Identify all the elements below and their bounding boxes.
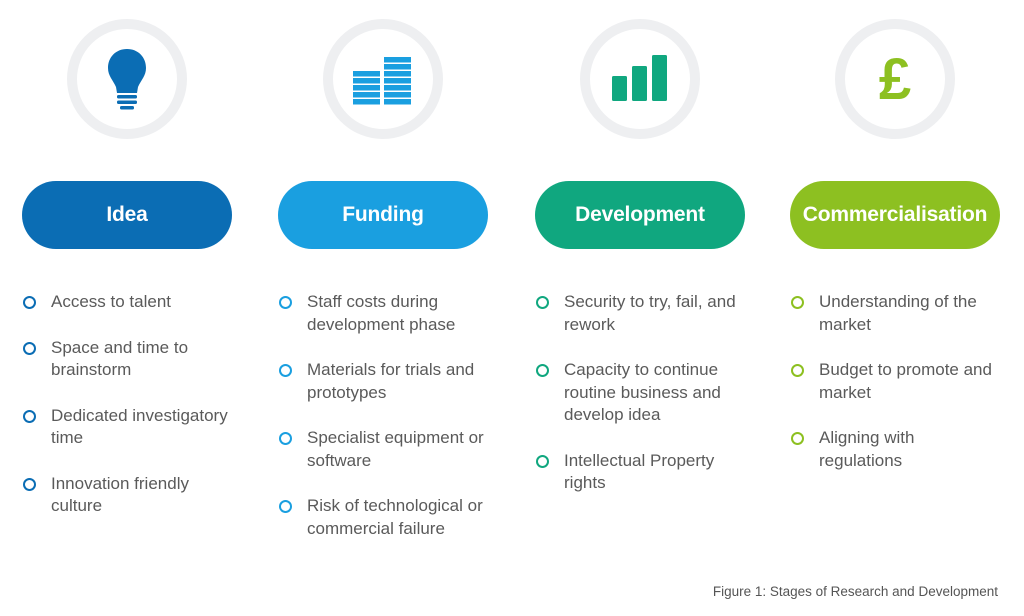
bullet-circle-icon xyxy=(279,296,292,309)
stage-items: Understanding of the market Budget to pro… xyxy=(790,291,1000,495)
icon-ring: £ xyxy=(835,19,955,139)
bullet-circle-icon xyxy=(23,477,36,491)
bullet-circle-icon xyxy=(23,409,36,423)
bullet-circle-icon xyxy=(279,432,292,445)
bar-chart-icon xyxy=(612,54,668,104)
list-item: Innovation friendly culture xyxy=(22,473,232,518)
list-item: Aligning with regulations xyxy=(790,427,1000,472)
stage-items: Staff costs during development phase Mate… xyxy=(278,291,488,563)
bullet-circle-icon xyxy=(279,364,292,377)
stacked-coins-icon xyxy=(353,53,413,105)
list-item: Specialist equipment or software xyxy=(278,427,488,472)
list-item: Space and time to brainstorm xyxy=(22,337,232,382)
bullet-circle-icon xyxy=(23,341,36,355)
list-item: Risk of technological or commercial fail… xyxy=(278,495,488,540)
list-item: Intellectual Property rights xyxy=(535,450,745,495)
icon-ring xyxy=(580,19,700,139)
list-item: Materials for trials and prototypes xyxy=(278,359,488,404)
bullet-circle-icon xyxy=(23,296,36,309)
bullet-circle-icon xyxy=(536,296,549,309)
list-item: Budget to promote and market xyxy=(790,359,1000,404)
figure-caption: Figure 1: Stages of Research and Develop… xyxy=(712,584,998,599)
stage-label: Commercialisation xyxy=(790,181,1000,249)
list-item: Staff costs during development phase xyxy=(278,291,488,336)
icon-ring xyxy=(323,19,443,139)
list-item: Understanding of the market xyxy=(790,291,1000,336)
stage-items: Security to try, fail, and rework Capacit… xyxy=(535,291,745,518)
stage-label: Development xyxy=(535,181,745,249)
bullet-circle-icon xyxy=(279,500,292,513)
pound-icon: £ xyxy=(878,46,912,112)
list-item: Security to try, fail, and rework xyxy=(535,291,745,336)
bullet-circle-icon xyxy=(536,364,549,377)
bullet-circle-icon xyxy=(791,432,804,445)
bullet-circle-icon xyxy=(536,454,549,468)
stage-label: Idea xyxy=(22,181,232,249)
bullet-circle-icon xyxy=(791,364,804,377)
stage-items: Access to talent Space and time to brains… xyxy=(22,291,232,541)
stage-label: Funding xyxy=(278,181,488,249)
bullet-circle-icon xyxy=(791,296,804,309)
icon-ring xyxy=(67,19,187,139)
lightbulb-icon xyxy=(105,47,149,111)
list-item: Capacity to continue routine business an… xyxy=(535,359,745,427)
list-item: Access to talent xyxy=(22,291,232,314)
list-item: Dedicated investigatory time xyxy=(22,405,232,450)
